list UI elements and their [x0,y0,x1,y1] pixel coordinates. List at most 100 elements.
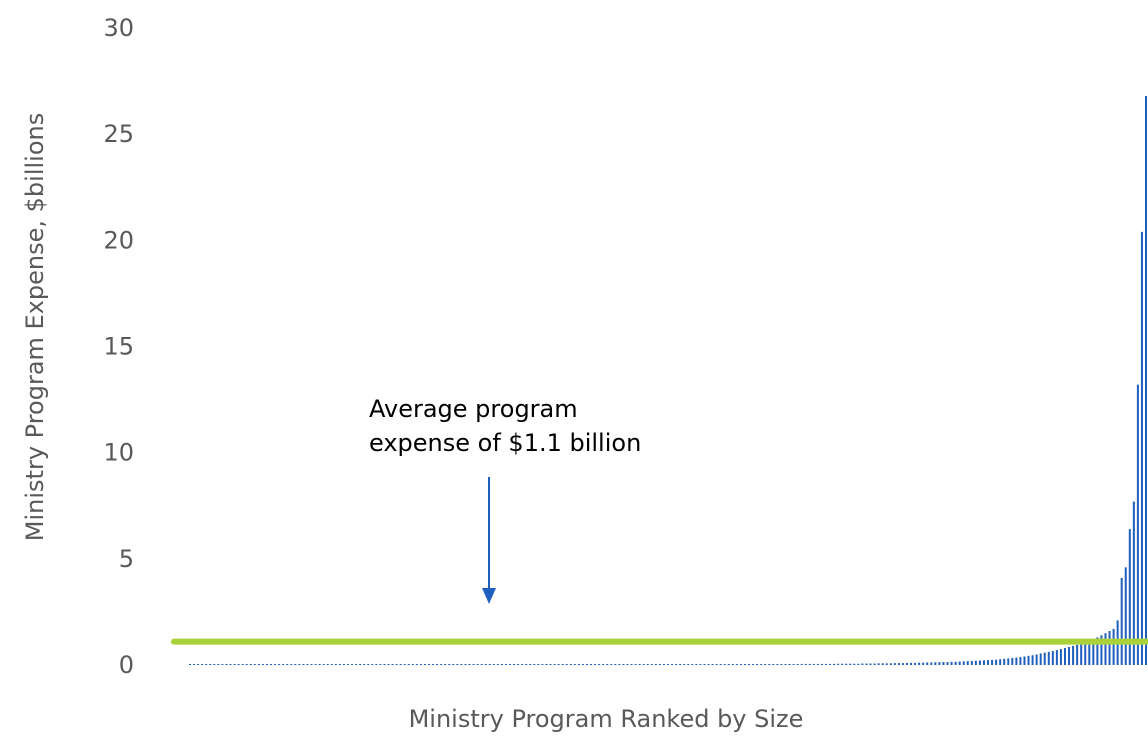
bar [857,663,860,665]
bar [978,660,981,665]
bar [626,664,629,665]
bar [565,664,568,665]
bar [278,664,281,665]
bar [1055,650,1058,665]
bar [561,664,564,665]
bar [500,664,503,665]
bar [419,664,422,665]
bar [780,664,783,665]
bar [1072,645,1075,665]
bar [812,663,815,665]
bar [440,664,443,665]
bar [1059,649,1062,665]
bar [383,664,386,665]
bar [950,661,953,665]
bar [225,664,228,665]
bar [958,661,961,665]
bar [326,664,329,665]
bar [687,664,690,665]
bar [934,662,937,665]
bar [253,664,256,665]
bar [197,664,200,665]
bar [537,664,540,665]
bar [622,664,625,665]
bar [792,664,795,665]
bar [428,664,430,665]
bar [189,664,191,665]
bar [845,663,848,665]
y-tick-label: 15 [103,333,134,361]
bar [464,664,467,665]
bar [1063,648,1066,665]
bar [496,664,499,665]
bar [298,664,301,665]
bar [695,664,698,665]
bar [918,662,921,665]
bar [290,664,293,665]
bar [926,662,929,665]
bar [748,664,751,665]
bar [764,664,767,665]
bar [820,663,823,665]
bar [731,664,734,665]
bar [954,661,957,665]
bar [606,664,609,665]
bar [598,664,601,665]
bar [330,664,333,665]
bar [306,664,309,665]
bar [274,664,277,665]
bar [930,662,933,665]
bar [391,664,394,665]
bar [553,664,556,665]
bar [310,664,313,665]
bar [590,664,593,665]
bar [541,664,544,665]
bar [594,664,597,665]
bar [889,663,892,665]
y-tick-label: 20 [103,226,134,254]
bar [679,664,682,665]
bar [784,664,787,665]
bar [367,664,370,665]
bar [804,663,807,665]
bar [229,664,232,665]
bar [938,662,941,665]
bar [1027,655,1030,665]
bar [885,663,888,665]
x-axis-title: Ministry Program Ranked by Size [409,705,804,733]
y-tick-label: 5 [119,545,134,573]
bar [480,664,483,665]
bar [630,664,633,665]
bar [436,664,439,665]
bar [1076,644,1079,665]
bar [342,664,345,665]
bar [1088,641,1091,665]
y-tick-label: 25 [103,120,134,148]
bar [865,663,868,665]
bar [873,663,876,665]
bar [1104,633,1107,665]
bar [257,664,260,665]
bar [492,664,495,665]
bar [869,663,872,665]
bar [739,664,742,665]
bar [906,662,908,665]
bar [581,664,584,665]
bar [379,664,382,665]
bar [346,664,349,665]
bar [549,664,552,665]
bar [922,662,925,665]
bar [387,664,390,665]
bar [351,664,354,665]
bar [788,664,791,665]
bar [444,664,447,665]
bar [286,664,289,665]
bar [752,664,755,665]
bar [525,664,528,665]
bar [727,664,730,665]
bar [456,664,459,665]
bar [829,663,832,665]
bar [707,664,710,665]
y-axis-ticks: 0 5 10 15 20 25 30 [103,14,134,679]
arrow-down-icon [482,588,496,604]
